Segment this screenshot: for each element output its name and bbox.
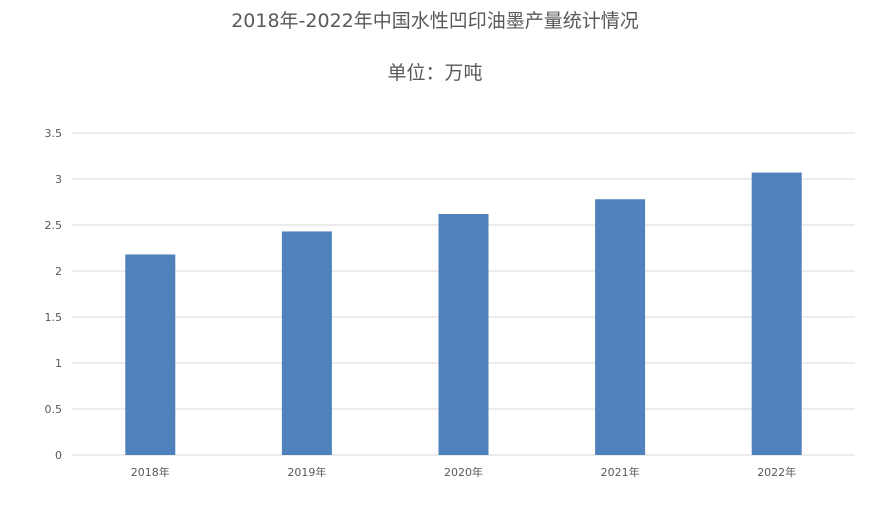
chart-subtitle: 单位：万吨 [387,62,483,84]
x-tick-label: 2020年 [444,465,483,479]
y-tick-label: 2 [55,265,62,278]
y-tick-label: 3.5 [45,127,63,140]
x-tick-label: 2022年 [757,465,796,479]
x-tick-label: 2019年 [287,465,326,479]
y-tick-label: 1 [55,357,62,370]
y-tick-label: 2.5 [45,219,63,232]
bar [125,254,176,455]
bar [751,172,802,455]
y-tick-label: 0 [55,449,62,462]
chart-title: 2018年-2022年中国水性凹印油墨产量统计情况 [231,10,639,32]
y-tick-label: 3 [55,173,62,186]
x-tick-label: 2018年 [131,465,170,479]
bar [438,213,489,455]
bar [595,199,646,455]
y-tick-label: 0.5 [45,403,63,416]
x-tick-label: 2021年 [601,465,640,479]
y-tick-label: 1.5 [45,311,63,324]
bar [281,231,332,455]
